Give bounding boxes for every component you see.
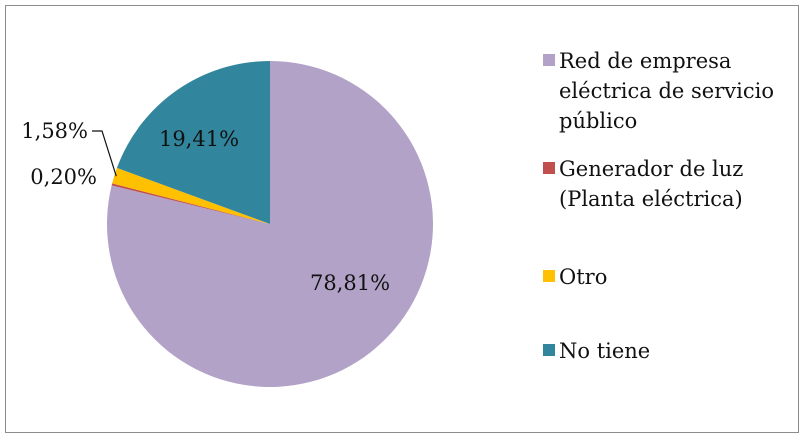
slice-labels: 78,81% 0,20% 1,58% 19,41% xyxy=(21,119,390,295)
legend-swatch-3 xyxy=(543,344,555,356)
data-label-3: 19,41% xyxy=(159,127,239,151)
legend-label-line: Red de empresa xyxy=(559,49,732,73)
data-label-1: 0,20% xyxy=(30,165,97,189)
legend-label-1: Generador de luz (Planta eléctrica) xyxy=(559,154,743,214)
legend-swatch-0 xyxy=(543,54,555,66)
pie-slices xyxy=(107,61,434,387)
legend-label-line: (Planta eléctrica) xyxy=(559,187,743,211)
leader-line-2 xyxy=(92,130,117,177)
legend-label-line: eléctrica de servicio xyxy=(559,79,774,103)
pie-slice-2 xyxy=(112,167,270,224)
legend-label-2: Otro xyxy=(559,262,607,292)
legend-item-3: No tiene xyxy=(543,336,783,366)
legend-item-1: Generador de luz (Planta eléctrica) xyxy=(543,154,783,214)
pie-slice-0 xyxy=(107,61,434,387)
legend-label-line: Generador de luz xyxy=(559,157,744,181)
leader-lines xyxy=(92,130,117,177)
legend-swatch-1 xyxy=(543,162,555,174)
legend-swatch-2 xyxy=(543,270,555,282)
legend-item-2: Otro xyxy=(543,262,783,292)
legend-item-0: Red de empresa eléctrica de servicio públi… xyxy=(543,46,783,136)
pie-slice-3 xyxy=(116,61,270,224)
pie-slice-1 xyxy=(111,183,270,224)
legend-label-3: No tiene xyxy=(559,336,650,366)
legend-label-line: No tiene xyxy=(559,339,651,363)
legend-label-0: Red de empresa eléctrica de servicio públi… xyxy=(559,46,774,136)
legend-label-line: público xyxy=(559,109,638,133)
data-label-2: 1,58% xyxy=(21,119,88,143)
legend-label-line: Otro xyxy=(559,265,608,289)
data-label-0: 78,81% xyxy=(310,271,390,295)
